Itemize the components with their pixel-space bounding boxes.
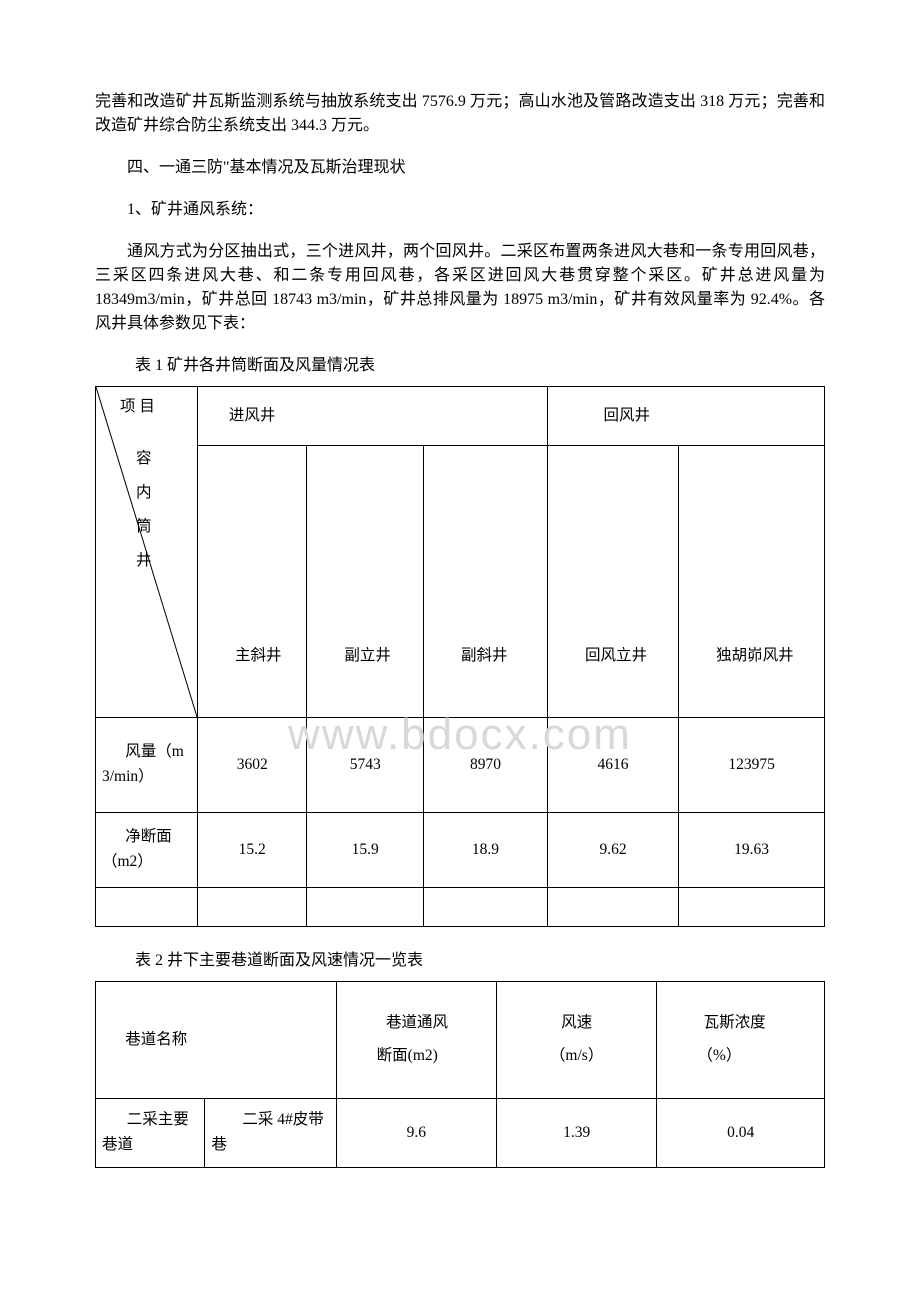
header-diagonal-cell: 项 目 容内筒井 (96, 387, 198, 718)
cell: 5743 (307, 718, 424, 813)
table-row: 净断面（m2） 15.2 15.9 18.9 9.62 19.63 (96, 813, 825, 888)
paragraph-1: 完善和改造矿井瓦斯监测系统与抽放系统支出 7576.9 万元；高山水池及管路改造… (95, 90, 825, 138)
table1-caption: 表 1 矿井各井筒断面及风量情况表 (95, 354, 825, 378)
table-row: 风量（m3/min） 3602 5743 8970 4616 123975 (96, 718, 825, 813)
table-row: 项 目 容内筒井 进风井 回风井 (96, 387, 825, 446)
header-gas-line2: （%） (663, 1044, 818, 1069)
cell-empty (679, 888, 825, 927)
table-row: 二采主要巷道 二采 4#皮带巷 9.6 1.39 0.04 (96, 1099, 825, 1168)
cell-tunnel: 二采 4#皮带巷 (205, 1099, 336, 1168)
cell-empty (424, 888, 548, 927)
table-2: 巷道名称 巷道通风 断面(m2) 风速 （m/s） 瓦斯浓度 （%） 二采主要巷… (95, 981, 825, 1168)
col-aux-incline: 副斜井 (424, 446, 548, 718)
header-area: 巷道通风 断面(m2) (336, 982, 496, 1099)
col-duhumao: 独胡峁风井 (679, 446, 825, 718)
table-row (96, 888, 825, 927)
cell-empty (547, 888, 678, 927)
cell-zone: 二采主要巷道 (96, 1099, 205, 1168)
header-speed-line1: 风速 (503, 1011, 650, 1036)
header-gas-line1: 瓦斯浓度 (663, 1011, 818, 1036)
cell-empty (96, 888, 198, 927)
cell-empty (307, 888, 424, 927)
header-return: 回风井 (547, 387, 824, 446)
cell: 15.2 (198, 813, 307, 888)
paragraph-3: 1、矿井通风系统： (95, 198, 825, 222)
col-main-incline: 主斜井 (198, 446, 307, 718)
header-area-line2: 断面(m2) (343, 1044, 490, 1069)
table-row: 主斜井 副立井 副斜井 回风立井 独胡峁风井 (96, 446, 825, 718)
header-intake: 进风井 (198, 387, 548, 446)
table-1: 项 目 容内筒井 进风井 回风井 主斜井 副立井 副斜井 回风立井 独胡峁风井 … (95, 386, 825, 927)
cell: 9.6 (336, 1099, 496, 1168)
cell: 18.9 (424, 813, 548, 888)
table-row: 巷道名称 巷道通风 断面(m2) 风速 （m/s） 瓦斯浓度 （%） (96, 982, 825, 1099)
cell-empty (198, 888, 307, 927)
header-vertical: 容内筒井 (136, 442, 152, 578)
col-aux-vertical: 副立井 (307, 446, 424, 718)
cell: 4616 (547, 718, 678, 813)
row-area-label: 净断面（m2） (96, 813, 198, 888)
header-speed: 风速 （m/s） (496, 982, 656, 1099)
paragraph-4: 通风方式为分区抽出式，三个进风井，两个回风井。二采区布置两条进风大巷和一条专用回… (95, 240, 825, 336)
paragraph-2: 四、一通三防"基本情况及瓦斯治理现状 (95, 156, 825, 180)
header-tunnel-name: 巷道名称 (96, 982, 337, 1099)
cell: 123975 (679, 718, 825, 813)
cell: 8970 (424, 718, 548, 813)
table2-caption: 表 2 井下主要巷道断面及风速情况一览表 (95, 949, 825, 973)
cell: 9.62 (547, 813, 678, 888)
row-flow-label: 风量（m3/min） (96, 718, 198, 813)
cell: 1.39 (496, 1099, 656, 1168)
cell: 0.04 (657, 1099, 825, 1168)
header-area-line1: 巷道通风 (343, 1011, 490, 1036)
header-gas: 瓦斯浓度 （%） (657, 982, 825, 1099)
cell: 19.63 (679, 813, 825, 888)
header-speed-line2: （m/s） (503, 1044, 650, 1069)
col-return-vertical: 回风立井 (547, 446, 678, 718)
header-top-right: 项 目 (120, 395, 155, 420)
cell: 15.9 (307, 813, 424, 888)
cell: 3602 (198, 718, 307, 813)
